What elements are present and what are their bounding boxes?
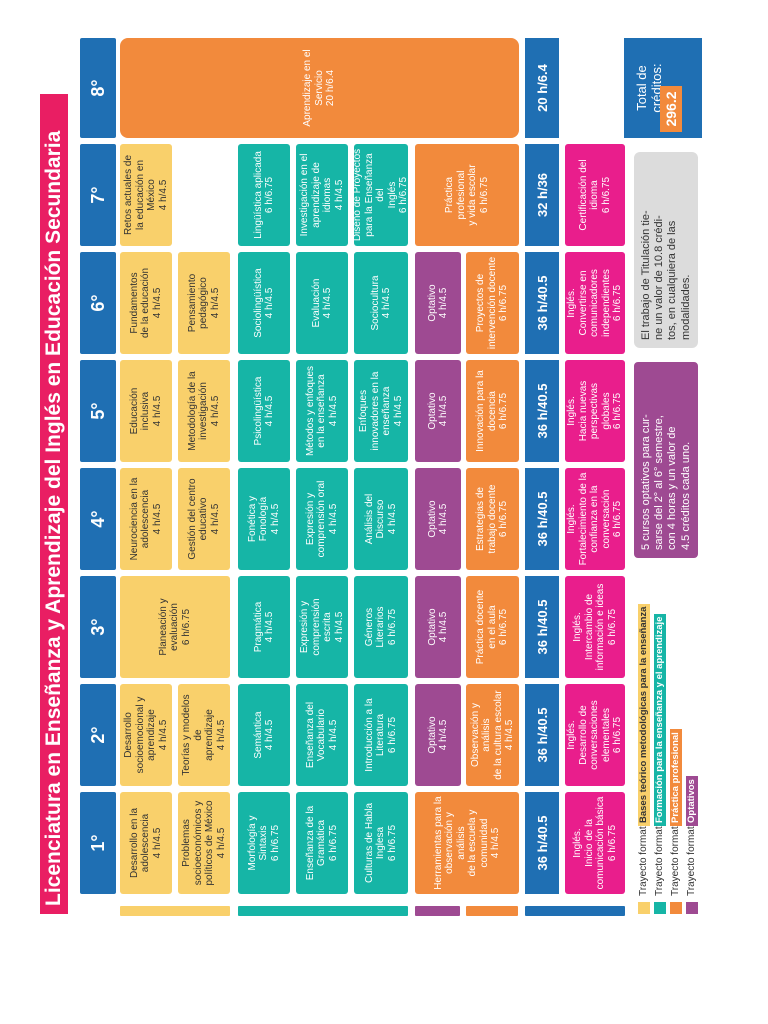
course-cell: Inglés. Desarrollo de conversaciones ele…: [565, 684, 625, 786]
course-cell: Optativo 4 h/4.5: [415, 576, 461, 678]
course-cell: Herramientas para la observación y análi…: [415, 792, 519, 894]
semester-total-4: 36 h/40.5: [525, 468, 559, 570]
course-cell: Metodología de la investigación 4 h/4.5: [178, 360, 230, 462]
course-cell: Diseño de Proyectos para la Enseñanza de…: [352, 144, 409, 246]
legend-tag: Práctica profesional: [670, 729, 682, 826]
course-cell: Optativo 4 h/4.5: [415, 360, 461, 462]
course-cell: Innovación para la docencia 6 h/6.75: [466, 360, 519, 462]
course-cell: Enfoques innovadores en la enseñanza 4 h…: [354, 360, 408, 462]
course-cell: Enseñanza de la Gramática 6 h/6.75: [296, 792, 348, 894]
course-cell: Planeación y evaluación 6 h/6.75: [120, 576, 230, 678]
course-cell: Inglés. Hacia nuevas perspectivas global…: [565, 360, 625, 462]
course-cell: Pensamiento pedagógico 4 h/4.5: [178, 252, 230, 354]
course-cell: Inglés. Fortalecimiento de la confianza …: [565, 468, 625, 570]
semester-total-1: 36 h/40.5: [525, 792, 559, 894]
semester-header-4: 4°: [80, 468, 116, 570]
semester-header-6: 6°: [80, 252, 116, 354]
course-cell: Certificación del idioma 6 h/6.75: [565, 144, 625, 246]
course-cell: Gestión del centro educativo 4 h/4.5: [178, 468, 230, 570]
semester-header-5: 5°: [80, 360, 116, 462]
course-cell: Lingüística aplicada 6 h/6.75: [238, 144, 290, 246]
course-cell: Introducción a la Literatura 6 h/6.75: [354, 684, 408, 786]
semester-header-7: 7°: [80, 144, 116, 246]
course-cell: Culturas de Habla Inglesa 6 h/6.75: [354, 792, 408, 894]
course-cell: Semántica 4 h/4.5: [238, 684, 290, 786]
course-cell: Optativo 4 h/4.5: [415, 468, 461, 570]
semester-total-2: 36 h/40.5: [525, 684, 559, 786]
course-cell: Morfología y Sintaxis 6 h/6.75: [238, 792, 290, 894]
strip-teal: [238, 906, 408, 916]
course-cell: Enseñanza del Vocabulario 4 h/4.5: [296, 684, 348, 786]
semester-header-3: 3°: [80, 576, 116, 678]
strip-yellow: [120, 906, 230, 916]
semester-header-8: 8°: [80, 38, 116, 138]
course-cell: Observación y análisis de la cultura esc…: [466, 684, 519, 786]
semester-total-6: 36 h/40.5: [525, 252, 559, 354]
strip-blue: [525, 906, 625, 916]
semester-header-2: 2°: [80, 684, 116, 786]
legend-swatch-orange: [670, 902, 682, 914]
course-cell: Expresión y comprensión oral 4 h/4.5: [296, 468, 348, 570]
course-cell: Problemas socioeconómicos y políticos de…: [178, 792, 230, 894]
course-cell: Sociolingüística 4 h/4.5: [238, 252, 290, 354]
course-cell: Teorías y modelos de aprendizaje 4 h/4.5: [178, 684, 230, 786]
legend-swatch-yellow: [638, 902, 650, 914]
course-cell: Proyectos de intervención docente 6 h/6.…: [466, 252, 519, 354]
course-cell: Optativo 4 h/4.5: [415, 252, 461, 354]
course-cell: Desarrollo socioemocional y aprendizaje …: [120, 684, 172, 786]
course-cell: Fonética y Fonología 4 h/4.5: [238, 468, 290, 570]
legend-tag: Formación para la enseñanza y el aprendi…: [654, 613, 666, 826]
course-cell: Neurociencia en la adolescencia 4 h/4.5: [120, 468, 172, 570]
course-cell: Psicolingüística 4 h/4.5: [238, 360, 290, 462]
strip-purple: [415, 906, 460, 916]
semester-total-3: 36 h/40.5: [525, 576, 559, 678]
legend-swatch-teal: [654, 902, 666, 914]
page-title: Licenciatura en Enseñanza y Aprendizaje …: [40, 94, 68, 914]
course-cell: Inglés. Intercambio de información e ide…: [565, 576, 625, 678]
course-cell: Pragmática 4 h/4.5: [238, 576, 290, 678]
titulacion-note: El trabajo de Titulación tie- ne un valo…: [634, 152, 698, 348]
course-cell: Expresión y comprensión escrita 4 h/4.5: [296, 576, 348, 678]
optativos-note: 5 cursos optativos para cur- sarse del 2…: [634, 362, 698, 558]
course-cell: Estrategias de trabajo docente 6 h/6.75: [466, 468, 519, 570]
course-cell: Retos actuales de la educación en México…: [120, 144, 172, 246]
course-cell: Análisis del Discurso 4 h/4.5: [354, 468, 408, 570]
legend-swatch-purple: [686, 902, 698, 914]
total-credits-value: 296.2: [660, 86, 682, 132]
course-cell: Sociocultura 4 h/4.5: [354, 252, 408, 354]
legend-tag: Bases teórico metodológicas para la ense…: [638, 603, 650, 826]
semester-total-5: 36 h/40.5: [525, 360, 559, 462]
course-cell: Métodos y enfoques en la enseñanza 4 h/4…: [296, 360, 348, 462]
course-cell: Práctica docente en el aula 6 h/6.75: [466, 576, 519, 678]
legend-tag: Optativos: [686, 776, 698, 826]
course-cell: Optativo 4 h/4.5: [415, 684, 461, 786]
strip-orange: [466, 906, 518, 916]
course-cell: Investigación en el aprendizaje de idiom…: [296, 144, 348, 246]
semester-header-1: 1°: [80, 792, 116, 894]
course-cell: Educación inclusiva 4 h/4.5: [120, 360, 172, 462]
course-cell-servicio: Aprendizaje en el Servicio 20 h/6.4: [120, 38, 519, 138]
total-credits-box: Total de créditos: 296.2: [624, 38, 702, 138]
course-cell: Fundamentos de la educación 4 h/4.5: [120, 252, 172, 354]
course-cell: Evaluación 4 h/4.5: [296, 252, 348, 354]
course-cell: Inglés. Convertirse en comunicadores ind…: [565, 252, 625, 354]
course-cell: Práctica profesional y vida escolar 6 h/…: [415, 144, 519, 246]
semester-total-7: 32 h/36: [525, 144, 559, 246]
course-cell: Géneros Literarios 6 h/6.75: [354, 576, 408, 678]
course-cell: Inglés. Inicio de la comunicación básica…: [565, 792, 625, 894]
course-cell: Desarrollo en la adolescencia 4 h/4.5: [120, 792, 172, 894]
semester-total-8: 20 h/6.4: [525, 38, 559, 138]
